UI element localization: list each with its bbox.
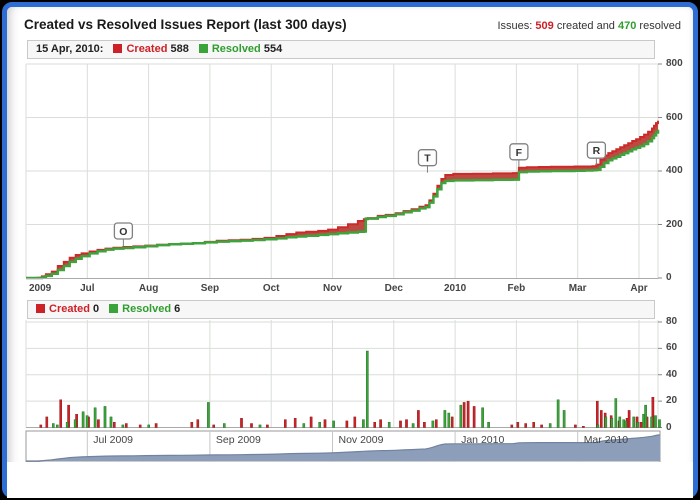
- issues-summary-suffix: resolved: [639, 20, 681, 32]
- bar-y-axis-label: 0: [666, 421, 672, 433]
- resolved-swatch-icon: [109, 304, 119, 313]
- main-y-axis-label: 800: [666, 58, 683, 69]
- created-swatch-icon: [36, 304, 45, 313]
- navigator-label: Mar 2010: [583, 434, 629, 446]
- x-axis-label: 2010: [443, 283, 467, 294]
- x-axis-label: Apr: [630, 283, 648, 294]
- legend-date: 15 Apr, 2010:: [36, 43, 104, 55]
- issues-summary: Issues: 509 created and 470 resolved: [497, 20, 681, 32]
- issues-summary-middle: created and: [556, 20, 615, 32]
- bar-y-axis-label: 40: [666, 368, 678, 380]
- resolved-swatch-icon: [198, 44, 208, 53]
- bar-y-axis-label: 20: [666, 395, 678, 407]
- navigator-label: Nov 2009: [338, 434, 384, 446]
- created-value: 0: [93, 303, 100, 315]
- x-axis-label: Mar: [568, 283, 587, 294]
- x-axis-label: Nov: [323, 283, 342, 294]
- resolved-value: 554: [263, 43, 283, 55]
- x-axis-label: Sep: [200, 283, 220, 294]
- created-label: Created: [49, 303, 90, 315]
- page-title: Created vs Resolved Issues Report (last …: [24, 17, 347, 32]
- navigator-label: Sep 2009: [215, 434, 261, 446]
- main-y-axis-label: 400: [666, 165, 683, 176]
- report-panel: Created vs Resolved Issues Report (last …: [7, 7, 693, 498]
- flag-T: T: [424, 153, 431, 165]
- bar-chart-plot[interactable]: [26, 320, 658, 428]
- flag-F: F: [516, 147, 523, 159]
- x-axis-label: Dec: [384, 283, 403, 294]
- navigator-label: Jan 2010: [461, 434, 505, 446]
- x-axis-label: Feb: [507, 283, 526, 294]
- issues-summary-prefix: Issues:: [497, 20, 533, 32]
- main-chart-legend: 15 Apr, 2010: Created 588 Resolved 554: [27, 40, 655, 59]
- flag-R: R: [593, 145, 601, 157]
- navigator[interactable]: [26, 431, 660, 462]
- bar-chart-legend: Created 0 Resolved 6: [27, 300, 655, 319]
- chart-canvas: O T F R: [25, 63, 662, 463]
- x-axis-label: Aug: [138, 283, 159, 294]
- resolved-label: Resolved: [211, 43, 261, 55]
- issues-created-count: 509: [535, 20, 554, 32]
- bar-y-axis-label: 60: [666, 342, 678, 354]
- created-label: Created: [126, 43, 168, 55]
- created-swatch-icon: [113, 44, 123, 53]
- main-y-axis-label: 0: [666, 272, 672, 283]
- bar-y-axis-label: 80: [666, 315, 678, 327]
- navigator-label: Jul 2009: [93, 434, 133, 446]
- range-toolbar: From: To: Zoom: YTD 6 Months Max: [7, 462, 693, 498]
- x-axis-label: Jul: [80, 283, 95, 294]
- x-axis-label: Oct: [262, 283, 280, 294]
- x-axis-label: 2009: [29, 283, 52, 294]
- main-y-axis-label: 600: [666, 111, 683, 123]
- main-y-axis-label: 200: [666, 218, 683, 230]
- issues-resolved-count: 470: [618, 20, 637, 32]
- resolved-value: 6: [174, 303, 181, 315]
- flag-O: O: [119, 226, 127, 238]
- created-value: 588: [170, 43, 189, 55]
- main-chart-plot[interactable]: [26, 64, 658, 278]
- resolved-label: Resolved: [122, 303, 172, 315]
